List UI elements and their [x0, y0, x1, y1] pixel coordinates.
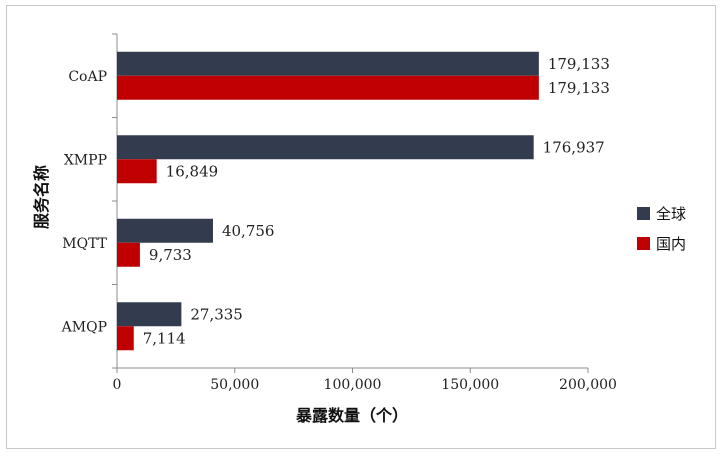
- bar: [117, 51, 539, 76]
- data-label: 27,335: [190, 305, 243, 323]
- y-tick-label: CoAP: [68, 69, 107, 85]
- legend-swatch-global: [637, 207, 650, 220]
- bar: [117, 75, 539, 100]
- data-label: 7,114: [143, 329, 186, 347]
- x-tick-label: 50,000: [210, 377, 259, 393]
- y-tick-label: AMQP: [61, 319, 107, 335]
- bar: [117, 242, 140, 267]
- x-tick-label: 100,000: [324, 377, 382, 393]
- x-axis-title: 暴露数量（个）: [295, 406, 408, 425]
- x-tick-label: 150,000: [441, 377, 499, 393]
- legend-label-global: 全球: [656, 205, 686, 223]
- data-label: 179,133: [548, 55, 610, 73]
- x-tick-label: 200,000: [559, 377, 617, 393]
- legend-label-domestic: 国内: [656, 235, 686, 253]
- bar: [117, 135, 534, 160]
- data-label: 16,849: [166, 162, 219, 180]
- y-tick-label: XMPP: [64, 152, 107, 168]
- legend-swatch-domestic: [637, 237, 650, 250]
- x-tick-label: 0: [113, 377, 122, 393]
- data-label: 9,733: [149, 246, 192, 264]
- bar: [117, 159, 157, 184]
- plot-area: 0 50,000 100,000 150,000 200,000 CoAP 179,133 1…: [61, 33, 617, 393]
- bar: [117, 326, 134, 351]
- y-axis-title: 服务名称: [32, 165, 51, 229]
- data-label: 179,133: [548, 79, 610, 97]
- legend: 全球 国内: [637, 205, 686, 253]
- y-tick-label: MQTT: [62, 236, 107, 252]
- bar: [117, 302, 182, 327]
- data-label: 40,756: [222, 222, 275, 240]
- bar: [117, 218, 213, 243]
- data-label: 176,937: [543, 138, 605, 156]
